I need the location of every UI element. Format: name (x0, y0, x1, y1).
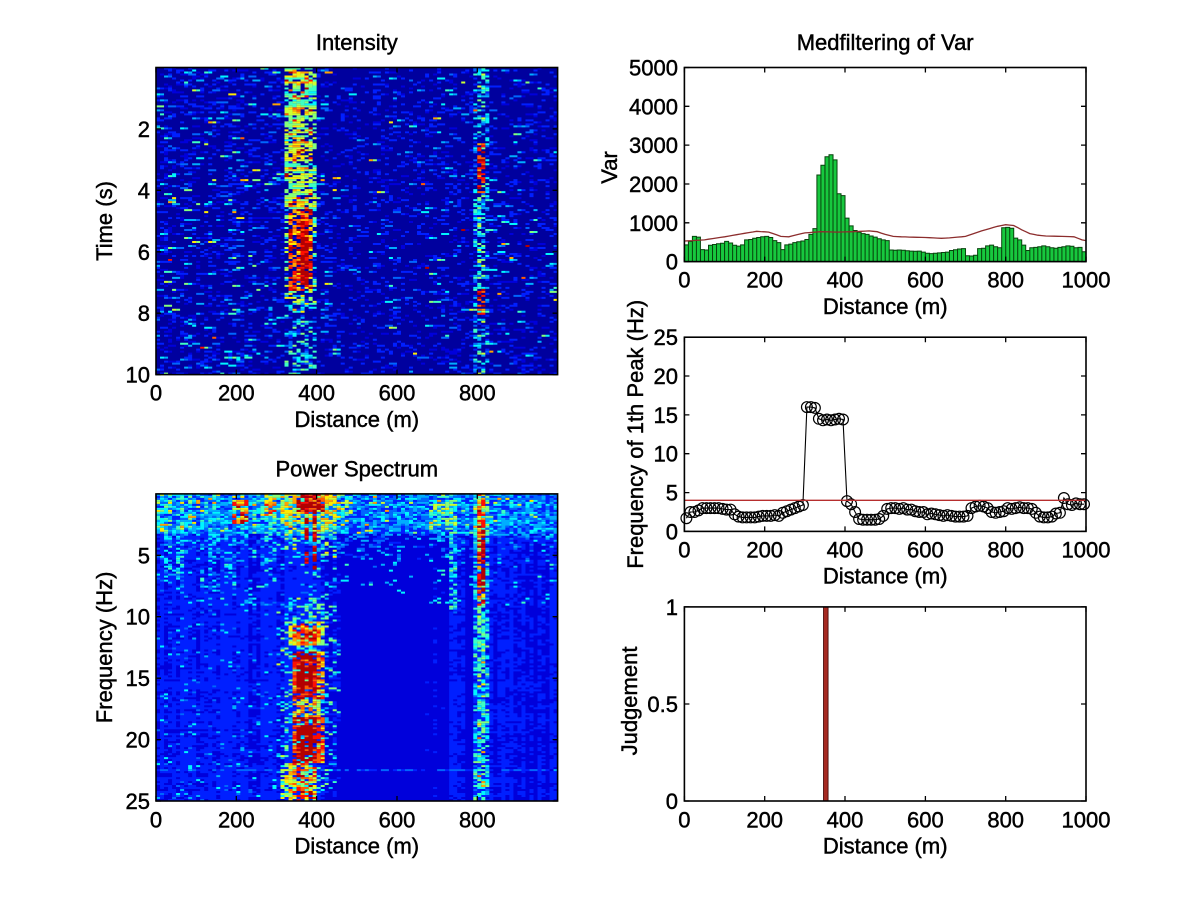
svg-text:1: 1 (666, 595, 678, 620)
svg-text:0: 0 (666, 789, 678, 814)
svg-text:10: 10 (126, 363, 150, 388)
svg-text:600: 600 (379, 807, 416, 832)
svg-text:10: 10 (126, 605, 150, 630)
svg-text:600: 600 (907, 807, 944, 832)
svg-text:20: 20 (126, 728, 150, 753)
svg-text:400: 400 (298, 381, 335, 406)
svg-text:800: 800 (987, 268, 1024, 293)
svg-text:Medfiltering of Var: Medfiltering of Var (797, 30, 974, 55)
svg-text:Frequency (Hz): Frequency (Hz) (92, 572, 117, 724)
svg-text:15: 15 (654, 403, 678, 428)
svg-text:Intensity: Intensity (316, 30, 398, 55)
svg-text:400: 400 (298, 807, 335, 832)
svg-text:2000: 2000 (629, 172, 678, 197)
svg-text:600: 600 (907, 268, 944, 293)
svg-text:2: 2 (138, 117, 150, 142)
svg-text:200: 200 (746, 537, 783, 562)
svg-text:200: 200 (746, 807, 783, 832)
svg-text:600: 600 (379, 381, 416, 406)
svg-text:8: 8 (138, 301, 150, 326)
svg-text:1000: 1000 (1062, 807, 1111, 832)
svg-text:800: 800 (459, 381, 496, 406)
svg-text:Distance (m): Distance (m) (823, 294, 948, 319)
svg-text:800: 800 (987, 807, 1024, 832)
svg-text:200: 200 (218, 381, 255, 406)
svg-text:800: 800 (459, 807, 496, 832)
svg-text:25: 25 (654, 325, 678, 350)
svg-text:0: 0 (150, 381, 162, 406)
svg-text:0: 0 (666, 519, 678, 544)
svg-text:5000: 5000 (629, 56, 678, 81)
svg-text:Distance (m): Distance (m) (294, 834, 419, 859)
svg-text:Frequency of 1th Peak (Hz): Frequency of 1th Peak (Hz) (623, 300, 648, 569)
svg-text:Distance (m): Distance (m) (294, 407, 419, 432)
svg-text:Var: Var (597, 151, 622, 184)
svg-text:0: 0 (678, 268, 690, 293)
svg-text:400: 400 (827, 537, 864, 562)
svg-text:0: 0 (678, 807, 690, 832)
svg-text:4: 4 (138, 178, 150, 203)
svg-text:Distance (m): Distance (m) (823, 564, 948, 589)
svg-text:400: 400 (827, 268, 864, 293)
svg-text:200: 200 (746, 268, 783, 293)
svg-text:0: 0 (666, 250, 678, 275)
svg-text:1000: 1000 (1062, 268, 1111, 293)
svg-text:Time (s): Time (s) (92, 181, 117, 261)
svg-text:400: 400 (827, 807, 864, 832)
svg-text:20: 20 (654, 364, 678, 389)
svg-text:1000: 1000 (1062, 537, 1111, 562)
svg-text:6: 6 (138, 240, 150, 265)
svg-text:15: 15 (126, 666, 150, 691)
svg-text:Power Spectrum: Power Spectrum (275, 456, 438, 481)
svg-text:10: 10 (654, 442, 678, 467)
svg-text:Distance (m): Distance (m) (823, 834, 948, 859)
svg-text:4000: 4000 (629, 94, 678, 119)
svg-text:0: 0 (150, 807, 162, 832)
svg-text:600: 600 (907, 537, 944, 562)
svg-text:0.5: 0.5 (647, 692, 678, 717)
svg-text:0: 0 (678, 537, 690, 562)
svg-text:25: 25 (126, 789, 150, 814)
svg-text:200: 200 (218, 807, 255, 832)
svg-text:3000: 3000 (629, 133, 678, 158)
svg-text:5: 5 (666, 481, 678, 506)
svg-text:800: 800 (987, 537, 1024, 562)
svg-text:Judgement: Judgement (617, 647, 642, 756)
svg-text:1000: 1000 (629, 211, 678, 236)
svg-text:5: 5 (138, 543, 150, 568)
